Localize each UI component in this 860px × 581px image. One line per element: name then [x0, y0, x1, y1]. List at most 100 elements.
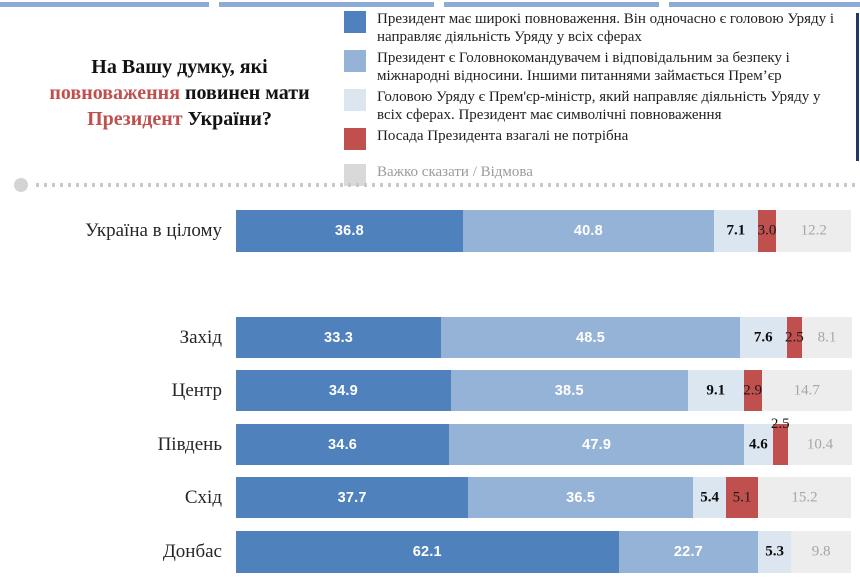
chart-row: Донбас 62.1 22.7 5.3 9.8 — [0, 531, 860, 573]
value-label: 5.3 — [765, 543, 785, 560]
value-label: 2.9 — [743, 382, 762, 398]
title-highlight: повноваження — [49, 82, 181, 104]
value-label: 62.1 — [412, 544, 442, 560]
value-label: 37.7 — [337, 489, 367, 506]
stacked-bar: 33.3 48.5 7.6 2.5 8.1 — [236, 317, 852, 358]
title-line-1: На Вашу думку, які — [91, 56, 268, 78]
separator-dot-circle — [14, 178, 28, 192]
value-label: 12.2 — [800, 222, 827, 239]
bar-segment: 5.4 — [693, 477, 727, 518]
value-label: 7.1 — [726, 222, 746, 239]
category-label: Україна в цілому — [85, 220, 222, 241]
legend-label: Посада Президента взагалі не потрібна — [377, 128, 629, 144]
bar-segment: 5.3 — [758, 531, 791, 573]
bar-segment: 36.5 — [468, 477, 694, 518]
value-label: 22.7 — [673, 544, 703, 560]
bar-segment: 62.1 — [236, 531, 619, 573]
value-label: 2.5 — [785, 329, 804, 345]
chart-row: Україна в цілому 36.8 40.8 7.1 3.0 12.2 — [0, 210, 860, 252]
question-title: На Вашу думку, які повноваження повинен … — [22, 54, 337, 132]
legend-swatch — [344, 11, 366, 33]
bar-segment: 47.9 — [449, 424, 745, 465]
bar-segment: 7.6 — [739, 317, 787, 358]
stacked-bar: 62.1 22.7 5.3 9.8 — [236, 531, 852, 573]
stacked-bar: 34.9 38.5 9.1 2.9 14.7 — [236, 370, 853, 411]
bar-segment: 9.8 — [791, 531, 852, 573]
bar-segment: 48.5 — [441, 317, 740, 358]
category-label: Південь — [157, 433, 222, 455]
stacked-bar: 34.6 47.9 4.6 2.5 10.4 — [236, 416, 852, 465]
legend-swatch — [344, 164, 366, 186]
value-label: 8.1 — [817, 329, 837, 345]
value-label: 14.7 — [793, 382, 820, 398]
stacked-bar: 36.8 40.8 7.1 3.0 12.2 — [236, 210, 852, 252]
legend: Президент має широкі повноваження. Він о… — [344, 10, 846, 189]
stacked-bar: 37.7 36.5 5.4 5.1 15.2 — [236, 477, 852, 518]
value-label: 15.2 — [791, 489, 818, 505]
category-label: Захід — [179, 326, 222, 348]
bar-segment: 37.7 — [236, 477, 469, 518]
bar-segment: 34.9 — [236, 370, 451, 411]
value-label: 47.9 — [582, 436, 612, 453]
value-label: 33.3 — [324, 329, 354, 346]
bar-segment: 12.2 — [776, 210, 852, 252]
title-line-2: повноваження повинен мати — [49, 82, 310, 104]
value-label: 5.1 — [732, 489, 752, 505]
chart-row: Центр 34.9 38.5 9.1 2.9 14.7 — [0, 370, 860, 411]
bar-segment: 10.4 — [787, 424, 852, 465]
value-label: 34.9 — [328, 382, 358, 399]
bar-segment: 15.2 — [757, 477, 852, 518]
legend-item: Президент є Головнокомандувачем і відпов… — [344, 49, 846, 85]
value-label: 34.6 — [328, 436, 358, 453]
bar-segment: 38.5 — [450, 370, 688, 411]
legend-label: Президент має широкі повноваження. Він о… — [377, 11, 835, 45]
value-label: 48.5 — [575, 329, 606, 346]
bar-segment: 2.9 — [743, 370, 762, 411]
value-label: 5.4 — [700, 489, 720, 505]
separator-dotted-line — [36, 183, 858, 187]
value-label: 9.1 — [706, 382, 726, 398]
legend-item: Посада Президента взагалі не потрібна — [344, 127, 846, 150]
legend-item: Головою Уряду є Прем'єр-міністр, який на… — [344, 88, 846, 124]
bar-segment: 3.0 — [758, 210, 776, 252]
value-label: 2.5 — [770, 416, 790, 432]
legend-swatch — [344, 89, 366, 111]
header-strip-segment — [669, 2, 860, 7]
right-edge-rule — [856, 13, 859, 161]
value-label: 38.5 — [554, 382, 584, 399]
value-label: 40.8 — [573, 223, 603, 239]
category-label: Схід — [184, 486, 222, 508]
bar-segment: 2.5 — [771, 416, 790, 465]
bar-segment: 33.3 — [236, 317, 442, 358]
bar-segment: 7.1 — [714, 210, 758, 252]
value-label: 3.0 — [757, 222, 777, 239]
value-label: 10.4 — [806, 436, 834, 452]
bar-segment: 14.7 — [761, 370, 853, 411]
header-strip-segment — [0, 2, 209, 7]
bar-segment: 34.6 — [236, 424, 450, 465]
category-label: Центр — [171, 379, 222, 401]
title-highlight: Президент — [87, 108, 183, 130]
legend-item: Президент має широкі повноваження. Він о… — [344, 10, 846, 46]
chart-row: Південь 34.6 47.9 4.6 2.5 10.4 — [0, 416, 860, 465]
header-strip-segment — [219, 2, 434, 7]
value-label: 36.5 — [566, 489, 596, 506]
value-label: 9.8 — [811, 543, 831, 560]
chart-row: Схід 37.7 36.5 5.4 5.1 15.2 — [0, 477, 860, 518]
category-label: Донбас — [162, 541, 222, 562]
value-label: 7.6 — [753, 329, 773, 345]
legend-swatch — [344, 50, 366, 72]
bar-segment: 5.1 — [726, 477, 758, 518]
bar-segment: 8.1 — [802, 317, 852, 358]
value-label: 36.8 — [334, 223, 364, 239]
legend-label: Президент є Головнокомандувачем і відпов… — [377, 50, 790, 84]
bar-segment: 9.1 — [687, 370, 744, 411]
legend-label: Важко сказати / Відмова — [377, 164, 533, 180]
value-label: 4.6 — [748, 436, 768, 452]
title-line-3: Президент України? — [87, 108, 272, 130]
header-strip-segment — [444, 2, 659, 7]
legend-label: Головою Уряду є Прем'єр-міністр, який на… — [377, 89, 821, 123]
legend-item: Важко сказати / Відмова — [344, 163, 846, 186]
bar-segment: 4.6 — [744, 424, 773, 465]
